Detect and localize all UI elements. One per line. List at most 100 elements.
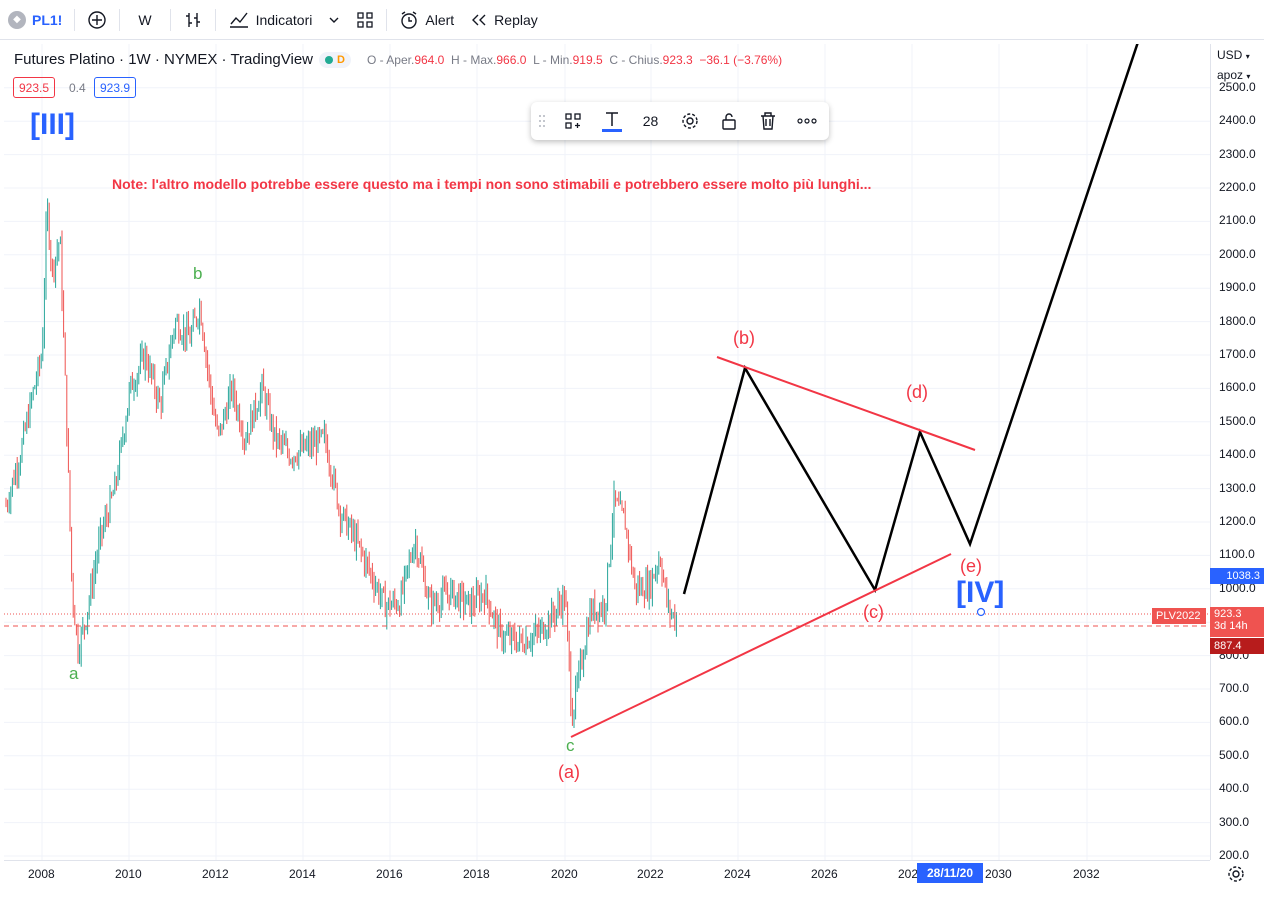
settings-button[interactable] <box>670 102 709 140</box>
price-tick-label: 2400.0 <box>1219 113 1256 128</box>
wave-a-green-label[interactable]: a <box>69 664 79 683</box>
interval-button[interactable]: W <box>124 0 165 40</box>
note-text[interactable]: Note: l'altro modello potrebbe essere qu… <box>112 176 872 192</box>
spread-value: 0.4 <box>69 81 86 95</box>
wave-c-green-label[interactable]: c <box>566 736 575 755</box>
open-label: O - Aper. <box>366 52 415 67</box>
last-price-value: 923.3 <box>1214 608 1242 620</box>
wave-b-red-label[interactable]: (b) <box>733 328 755 348</box>
templates-button[interactable] <box>553 102 592 140</box>
indicators-button[interactable]: Indicatori <box>220 0 321 40</box>
price-tick-label: 1200.0 <box>1219 514 1256 528</box>
grid-layout-icon <box>357 11 374 28</box>
symbol-search-button[interactable]: ◆ PL1! <box>0 0 70 40</box>
time-tick-label: 2014 <box>289 867 316 881</box>
templates-icon <box>564 113 581 129</box>
sell-price-box[interactable]: 923.5 <box>13 77 56 98</box>
time-tick-label: 2010 <box>115 867 142 881</box>
chevron-down-icon: ▾ <box>1246 72 1251 81</box>
text-color-button[interactable] <box>592 102 631 140</box>
price-tick-label: 1400.0 <box>1219 447 1256 462</box>
wave-iv-label[interactable]: [IV] <box>956 576 1005 609</box>
price-tick-label: 1800.0 <box>1219 313 1256 328</box>
price-tick-label: 2200.0 <box>1219 180 1256 194</box>
price-tick-label: 1600.0 <box>1219 380 1256 395</box>
drawing-floating-toolbar: 28 <box>531 102 829 140</box>
more-button[interactable] <box>787 102 826 140</box>
alert-label: Alert <box>425 11 455 28</box>
drag-dots-icon <box>539 115 545 127</box>
buy-price-box[interactable]: 923.9 <box>94 77 137 98</box>
chart-legend: Futures Platino · 1W · NYMEX · TradingVi… <box>14 51 782 68</box>
time-scale[interactable]: 2008 2010 2012 2014 2016 2018 2020 2022 2024 2026… <box>4 860 1210 888</box>
price-tick-label: 200.0 <box>1219 848 1250 862</box>
high-value: 966.0 <box>496 52 527 67</box>
replay-button[interactable]: Replay <box>462 0 546 40</box>
lock-button[interactable] <box>709 102 748 140</box>
market-status[interactable]: D <box>319 51 351 68</box>
low-label: L - Min. <box>533 52 573 67</box>
chart-settings-button[interactable] <box>1226 864 1246 889</box>
series-title[interactable]: Futures Platino · 1W · NYMEX · TradingVi… <box>14 51 313 68</box>
currency-label: USD <box>1217 48 1243 62</box>
divider <box>119 8 121 31</box>
low-value: 919.5 <box>572 52 603 67</box>
divider <box>214 8 216 31</box>
last-price-badge: 923.3 3d 14h <box>1210 607 1264 637</box>
layout-button[interactable] <box>348 0 382 40</box>
price-scale[interactable]: USD ▾ apoz ▾ 2500.0 2400.0 2300.0 2200.0 210… <box>1210 44 1264 862</box>
wave-b-green-label[interactable]: b <box>193 264 203 283</box>
price-tick-label: 2100.0 <box>1219 213 1256 228</box>
time-tick-label: 2024 <box>724 867 751 881</box>
price-tick-label: 2000.0 <box>1219 246 1256 261</box>
price-badge-1038: 1038.3 <box>1210 568 1264 584</box>
wave-iii-label[interactable]: [III] <box>30 108 75 141</box>
wave-e-red-label[interactable]: (e) <box>960 556 982 576</box>
alarm-clock-icon <box>401 10 418 29</box>
indicators-icon <box>229 12 248 28</box>
divider <box>169 8 171 31</box>
currency-selector[interactable]: USD ▾ <box>1217 48 1250 62</box>
price-tick-label: 300.0 <box>1219 814 1250 829</box>
chart-type-button[interactable] <box>175 0 211 40</box>
price-tick-label: 1700.0 <box>1219 347 1256 361</box>
delete-button[interactable] <box>748 102 787 140</box>
projection-path[interactable] <box>682 44 1139 595</box>
unit-label: apoz <box>1217 68 1244 82</box>
wave-c-red-label[interactable]: (c) <box>863 602 884 622</box>
close-value: 923.3 <box>662 52 693 67</box>
price-tick-label: 700.0 <box>1219 681 1250 695</box>
wave-d-red-label[interactable]: (d) <box>906 382 928 402</box>
bars-chart-icon <box>185 12 200 27</box>
symbol-label: PL1! <box>32 11 63 28</box>
change-value: −36.1 (−3.76%) <box>699 52 783 67</box>
unit-selector[interactable]: apoz ▾ <box>1217 68 1250 82</box>
close-label: C - Chius. <box>609 52 663 67</box>
plus-circle-icon <box>88 10 107 29</box>
wave-a-red-label[interactable]: (a) <box>558 762 580 782</box>
delayed-label: D <box>337 53 345 66</box>
price-tick-label: 600.0 <box>1219 714 1250 729</box>
time-tick-label: 202 <box>898 867 919 881</box>
font-size-button[interactable]: 28 <box>631 102 670 140</box>
time-tick-label: 2022 <box>637 867 664 881</box>
rewind-icon <box>472 14 486 25</box>
text-format-icon <box>601 112 622 132</box>
triangle-lower-line[interactable] <box>570 553 952 738</box>
add-symbol-button[interactable] <box>79 0 115 40</box>
templates-dropdown-button[interactable] <box>320 0 348 40</box>
divider <box>386 8 388 31</box>
plv-symbol-badge: PLV2022 <box>1152 608 1206 624</box>
time-tick-label: 2008 <box>28 867 55 881</box>
anchor-point[interactable] <box>976 607 986 617</box>
triangle-upper-line[interactable] <box>716 356 976 451</box>
price-tick-label: 1300.0 <box>1219 480 1256 495</box>
drag-handle[interactable] <box>531 102 553 140</box>
price-tick-label: 1900.0 <box>1219 280 1256 295</box>
price-tick-label: 1500.0 <box>1219 413 1256 428</box>
time-tick-label: 2026 <box>811 867 838 881</box>
chevron-down-icon: ▾ <box>1245 52 1250 61</box>
alert-button[interactable]: Alert <box>391 0 462 40</box>
price-tick-label: 2300.0 <box>1219 146 1256 161</box>
price-chart[interactable] <box>4 44 1210 860</box>
